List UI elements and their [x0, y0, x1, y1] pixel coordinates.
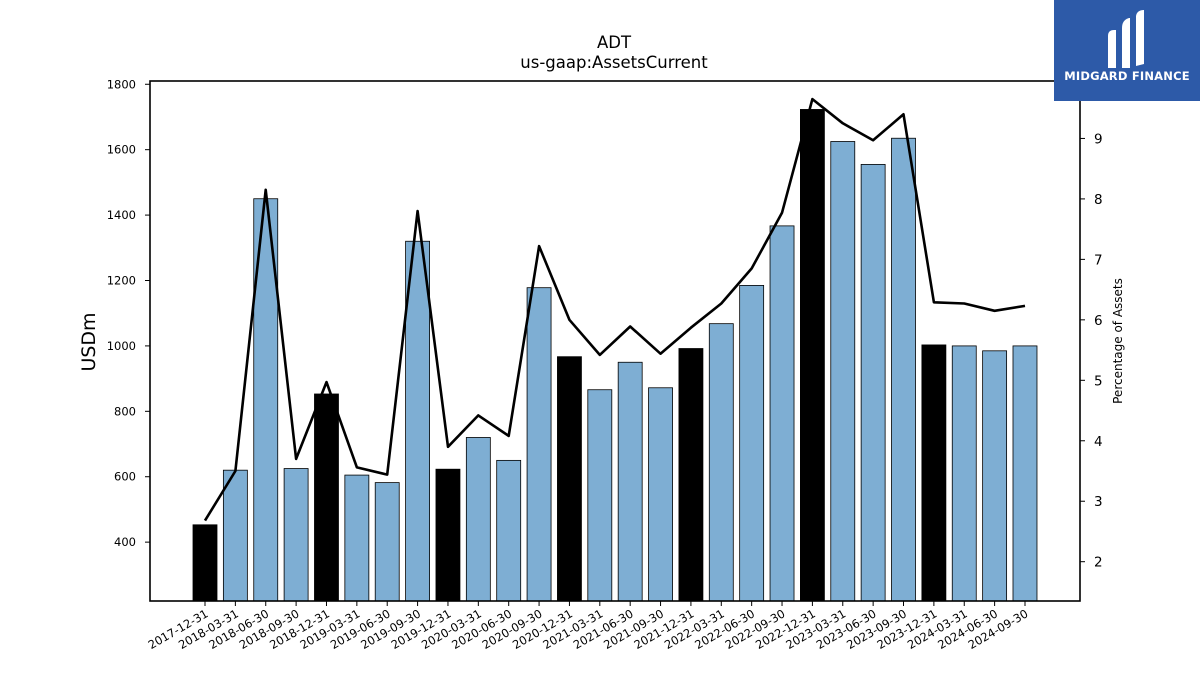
bar	[921, 344, 947, 602]
y-tick-label: 1600	[107, 143, 136, 157]
bar	[769, 225, 795, 602]
chart-subtitle: us-gaap:AssetsCurrent	[520, 53, 708, 72]
bar	[496, 459, 522, 602]
bar	[374, 482, 400, 602]
bar	[982, 350, 1008, 602]
y2-tick-label: 7	[1094, 252, 1103, 268]
bar	[192, 524, 218, 602]
y-tick-label: 1800	[107, 77, 136, 91]
y-tick-label: 1400	[107, 208, 136, 222]
bar	[708, 323, 734, 602]
y2-tick-label: 6	[1094, 313, 1103, 329]
midgard-logo-icon	[1108, 10, 1144, 68]
y-axis-right: 2 3 4 5 6 7 8 9	[1080, 131, 1103, 571]
brand-name: MIDGARD FINANCE	[1064, 69, 1190, 83]
bar	[557, 356, 582, 602]
bar	[435, 468, 461, 602]
bar	[222, 469, 248, 602]
y-tick-label: 600	[114, 470, 136, 484]
bar	[951, 345, 977, 602]
y2-tick-label: 9	[1094, 131, 1103, 147]
bar	[860, 163, 886, 602]
bar	[587, 389, 613, 602]
percentage-line	[203, 97, 1026, 522]
y2-axis-label: Percentage of Assets	[1111, 278, 1125, 404]
bar-series	[192, 109, 1038, 602]
line-series	[203, 97, 1026, 522]
bar	[678, 348, 704, 602]
y-tick-label: 1200	[107, 273, 136, 287]
y2-tick-label: 2	[1094, 555, 1103, 571]
y-tick-label: 800	[114, 404, 136, 418]
bar	[465, 437, 491, 602]
y-axis-label: USDm	[78, 312, 100, 371]
bar	[1012, 345, 1038, 602]
bar	[800, 109, 825, 602]
bar	[314, 393, 339, 602]
bar	[405, 240, 430, 602]
y2-tick-label: 5	[1094, 373, 1103, 389]
bar	[891, 137, 916, 602]
bar	[830, 141, 856, 602]
plot-frame	[149, 80, 1081, 602]
y2-tick-label: 4	[1094, 434, 1103, 450]
bar	[283, 468, 309, 602]
chart-title: ADT	[597, 33, 632, 52]
bar	[526, 287, 552, 602]
x-axis: 2017-12-312018-03-312018-06-302018-09-30…	[146, 601, 1030, 652]
bar	[648, 387, 673, 602]
bar	[344, 474, 370, 602]
y-axis-left: 400 600 800 1000 1200 1400 1600 1800	[107, 77, 150, 549]
brand-logo: MIDGARD FINANCE	[1054, 0, 1200, 101]
y2-tick-label: 3	[1094, 494, 1103, 510]
y-tick-label: 400	[114, 535, 136, 549]
y2-tick-label: 8	[1094, 192, 1103, 208]
bar	[617, 361, 643, 602]
bar	[739, 285, 765, 602]
y-tick-label: 1000	[107, 339, 136, 353]
